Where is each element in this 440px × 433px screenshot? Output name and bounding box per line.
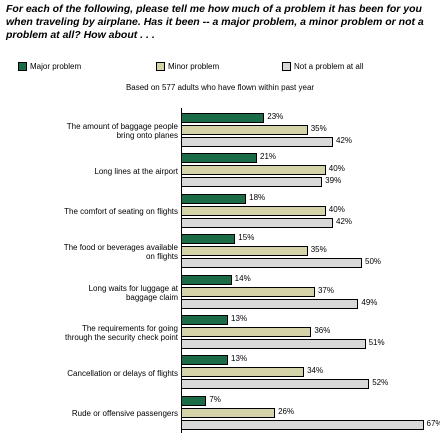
bar [181, 125, 308, 135]
legend-label: Not a problem at all [294, 62, 364, 71]
category-label: The amount of baggage people bring onto … [66, 122, 178, 140]
category-label: The food or beverages available on fligh… [63, 243, 178, 262]
bar [181, 217, 334, 228]
bar [181, 177, 323, 188]
bar [181, 355, 229, 366]
chart-subtitle: Based on 577 adults who have flown withi… [125, 83, 315, 92]
category-label: Long waits for luggage at baggage claim [88, 283, 178, 302]
legend-label: Minor problem [168, 62, 220, 71]
bar [181, 395, 207, 406]
value-label: 23% [267, 112, 284, 121]
value-label: 21% [260, 152, 277, 162]
bar [181, 153, 258, 164]
value-label: 26% [278, 406, 295, 416]
bar [181, 274, 232, 285]
bar [181, 137, 334, 147]
value-label: 15% [238, 233, 255, 243]
legend-swatch [156, 62, 165, 71]
value-label: 35% [310, 124, 327, 133]
axis-line [181, 108, 182, 433]
category-label: The requirements for going through the s… [65, 324, 178, 342]
bar [181, 327, 312, 337]
bar [181, 165, 326, 176]
value-label: 52% [372, 378, 389, 388]
bar [181, 367, 305, 378]
category-label: Long lines at the airport [94, 166, 178, 176]
value-label: 51% [368, 338, 385, 347]
value-label: 42% [336, 216, 353, 226]
bar [181, 113, 265, 123]
bar [181, 246, 308, 257]
bar [181, 258, 362, 269]
category-label: Cancellation or delays of flights [67, 368, 178, 378]
value-label: 39% [325, 176, 342, 186]
value-label: 35% [310, 245, 327, 255]
value-label: 42% [336, 136, 353, 145]
value-label: 37% [317, 285, 334, 295]
legend-swatch [18, 62, 27, 71]
value-label: 40% [328, 204, 345, 214]
value-label: 13% [231, 314, 248, 323]
bar [181, 379, 370, 390]
bar [181, 193, 247, 204]
value-label: 67% [426, 418, 440, 428]
value-label: 40% [328, 164, 345, 174]
bar [181, 419, 424, 430]
chart-title: For each of the following, please tell m… [6, 3, 424, 41]
bar [181, 339, 366, 349]
legend-swatch [282, 62, 291, 71]
bar [181, 298, 359, 309]
bar [181, 407, 276, 418]
category-label: The comfort of seating on flights [64, 207, 178, 217]
category-label: Rude or offensive passengers [71, 409, 178, 419]
value-label: 7% [209, 394, 221, 404]
value-label: 36% [314, 326, 331, 335]
legend-label: Major problem [30, 62, 82, 71]
value-label: 13% [231, 354, 248, 364]
bar [181, 205, 326, 216]
value-label: 34% [307, 366, 324, 376]
value-label: 14% [234, 273, 251, 283]
bar [181, 286, 315, 297]
value-label: 18% [249, 192, 266, 202]
bar [181, 315, 229, 325]
value-label: 50% [365, 257, 382, 267]
bar [181, 234, 236, 245]
value-label: 49% [361, 297, 378, 307]
